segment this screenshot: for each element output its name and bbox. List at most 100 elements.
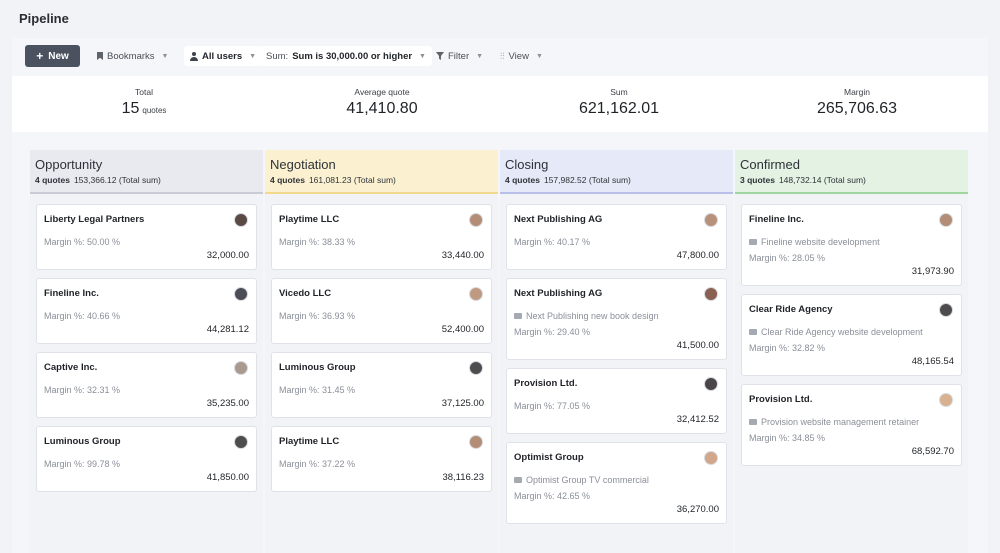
avatar-icon[interactable] (234, 435, 248, 449)
quote-margin: Margin %: 77.05 % (514, 401, 591, 411)
quote-card[interactable]: Fineline Inc. Margin %: 40.66 % 44,281.12 (36, 278, 257, 344)
avatar-icon[interactable] (469, 361, 483, 375)
quote-company[interactable]: Playtime LLC (279, 214, 340, 225)
quote-description: Provision website management retainer (749, 417, 954, 427)
stat-total-unit: quotes (142, 106, 167, 115)
quote-company[interactable]: Next Publishing AG (514, 288, 603, 299)
avatar-icon[interactable] (939, 393, 953, 407)
quote-card[interactable]: Playtime LLC Margin %: 37.22 % 38,116.23 (271, 426, 492, 492)
filter-icon (436, 52, 444, 60)
quote-company[interactable]: Luminous Group (279, 362, 356, 373)
column-summary: 4 quotes 157,982.52 (Total sum) (505, 175, 728, 185)
quote-company[interactable]: Captive Inc. (44, 362, 98, 373)
quote-company[interactable]: Liberty Legal Partners (44, 214, 145, 225)
quote-amount: 48,165.54 (911, 356, 954, 367)
view-dropdown[interactable]: ⫶⫶ View ▼ (500, 47, 543, 65)
quote-company[interactable]: Playtime LLC (279, 436, 340, 447)
quote-company[interactable]: Provision Ltd. (514, 378, 578, 389)
quote-company[interactable]: Provision Ltd. (749, 394, 813, 405)
quote-margin: Margin %: 40.17 % (514, 237, 591, 247)
quote-company[interactable]: Fineline Inc. (44, 288, 99, 299)
column-cards: Playtime LLC Margin %: 38.33 % 33,440.00 Vi… (265, 194, 498, 492)
column-title: Closing (505, 157, 549, 172)
bookmarks-dropdown[interactable]: Bookmarks ▼ (97, 47, 168, 65)
view-label: View (508, 50, 529, 62)
quote-amount: 52,400.00 (441, 324, 484, 335)
page-title: Pipeline (19, 11, 69, 26)
quote-margin: Margin %: 34.85 % (749, 433, 826, 443)
quote-card[interactable]: Vicedo LLC Margin %: 36.93 % 52,400.00 (271, 278, 492, 344)
quote-amount: 41,500.00 (676, 340, 719, 351)
avatar-icon[interactable] (234, 213, 248, 227)
quote-company[interactable]: Optimist Group (514, 452, 584, 463)
stat-sum-label: Sum (610, 87, 628, 97)
plus-icon: + (36, 49, 44, 63)
filter-dropdown[interactable]: Filter ▼ (436, 47, 483, 65)
quote-company[interactable]: Fineline Inc. (749, 214, 804, 225)
quote-company[interactable]: Next Publishing AG (514, 214, 603, 225)
quote-card[interactable]: Luminous Group Margin %: 99.78 % 41,850.00 (36, 426, 257, 492)
quote-margin: Margin %: 29.40 % (514, 327, 591, 337)
quote-company[interactable]: Vicedo LLC (279, 288, 332, 299)
avatar-icon[interactable] (939, 303, 953, 317)
stat-total-value: 15 quotes (24, 100, 264, 118)
avatar-icon[interactable] (469, 213, 483, 227)
quote-card[interactable]: Clear Ride Agency Clear Ride Agency websi… (741, 294, 962, 376)
sum-filter-dropdown[interactable]: Sum: Sum is 30,000.00 or higher ▼ (260, 46, 432, 66)
column-count: 4 quotes (35, 175, 70, 185)
quote-company[interactable]: Clear Ride Agency (749, 304, 833, 315)
column-count: 4 quotes (505, 175, 540, 185)
column-header[interactable]: Opportunity 4 quotes 153,366.12 (Total sum… (30, 150, 263, 194)
avatar-icon[interactable] (469, 435, 483, 449)
quote-margin: Margin %: 31.45 % (279, 385, 356, 395)
avatar-icon[interactable] (704, 213, 718, 227)
column-header[interactable]: Negotiation 4 quotes 161,081.23 (Total sum… (265, 150, 498, 194)
quote-card[interactable]: Fineline Inc. Fineline website developmen… (741, 204, 962, 286)
quote-description-text: Next Publishing new book design (526, 311, 659, 321)
avatar-icon[interactable] (704, 451, 718, 465)
column-total: 148,732.14 (Total sum) (778, 175, 866, 185)
avatar-icon[interactable] (704, 377, 718, 391)
users-dropdown[interactable]: All users ▼ (184, 46, 263, 66)
column-cards: Next Publishing AG Margin %: 40.17 % 47,80… (500, 194, 733, 524)
quote-card[interactable]: Playtime LLC Margin %: 38.33 % 33,440.00 (271, 204, 492, 270)
quote-card[interactable]: Liberty Legal Partners Margin %: 50.00 % 3… (36, 204, 257, 270)
quote-card[interactable]: Captive Inc. Margin %: 32.31 % 35,235.00 (36, 352, 257, 418)
folder-icon (749, 329, 757, 335)
quote-card[interactable]: Provision Ltd. Provision website manageme… (741, 384, 962, 466)
new-button[interactable]: + New (25, 45, 80, 67)
stat-total: Total 15 quotes (24, 87, 264, 118)
quote-company[interactable]: Luminous Group (44, 436, 121, 447)
stat-margin-value: 265,706.63 (816, 100, 898, 117)
column-header[interactable]: Confirmed 3 quotes 148,732.14 (Total sum) (735, 150, 968, 194)
quote-margin: Margin %: 36.93 % (279, 311, 356, 321)
avatar-icon[interactable] (704, 287, 718, 301)
column-count: 3 quotes (740, 175, 775, 185)
column-title: Confirmed (740, 157, 800, 172)
quote-description: Fineline website development (749, 237, 954, 247)
columns-icon: ⫶⫶ (500, 50, 505, 61)
avatar-icon[interactable] (939, 213, 953, 227)
quote-card[interactable]: Next Publishing AG Margin %: 40.17 % 47,80… (506, 204, 727, 270)
chevron-down-icon: ▼ (161, 52, 169, 60)
pipeline-column: Closing 4 quotes 157,982.52 (Total sum) Nex… (500, 150, 733, 553)
quote-amount: 37,125.00 (441, 398, 484, 409)
column-total: 157,982.52 (Total sum) (543, 175, 631, 185)
stat-total-number: 15 (121, 100, 140, 117)
quote-amount: 35,235.00 (206, 398, 249, 409)
stat-sum-value: 621,162.01 (578, 100, 660, 117)
quote-card[interactable]: Provision Ltd. Margin %: 77.05 % 32,412.52 (506, 368, 727, 434)
avatar-icon[interactable] (469, 287, 483, 301)
quote-margin: Margin %: 32.31 % (44, 385, 121, 395)
column-header[interactable]: Closing 4 quotes 157,982.52 (Total sum) (500, 150, 733, 194)
quote-card[interactable]: Luminous Group Margin %: 31.45 % 37,125.00 (271, 352, 492, 418)
avatar-icon[interactable] (234, 287, 248, 301)
stat-sum: Sum 621,162.01 (499, 87, 739, 118)
quote-description-text: Fineline website development (761, 237, 880, 247)
quote-card[interactable]: Next Publishing AG Next Publishing new bo… (506, 278, 727, 360)
sum-prefix: Sum: (266, 50, 289, 62)
quote-card[interactable]: Optimist Group Optimist Group TV commerci… (506, 442, 727, 524)
avatar-icon[interactable] (234, 361, 248, 375)
quote-amount: 31,973.90 (911, 266, 954, 277)
